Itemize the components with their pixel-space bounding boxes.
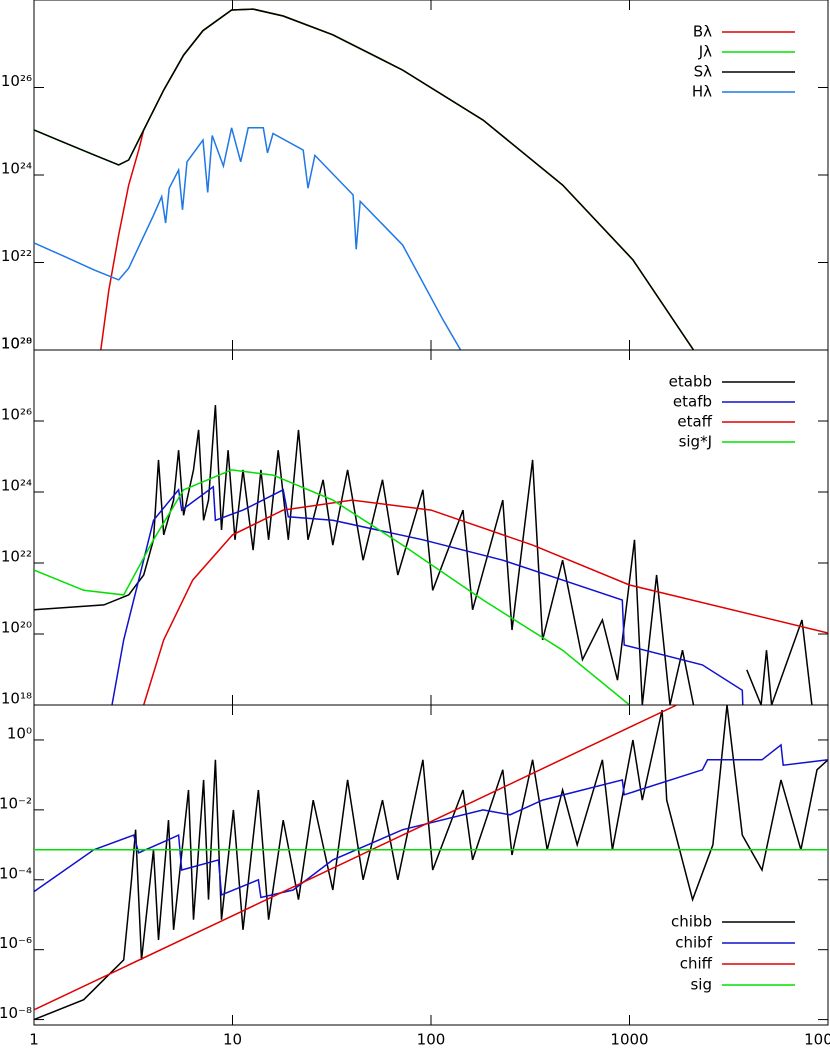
y-tick-label: 10²⁰	[1, 619, 32, 637]
series-line	[34, 8, 695, 350]
series-line	[34, 127, 462, 350]
x-tick-label: 100	[417, 1031, 446, 1049]
y-tick-label: 10⁰	[7, 724, 32, 742]
y-tick-label: 10²⁴	[1, 160, 32, 178]
y-tick-label: 10²⁶	[1, 406, 32, 424]
legend-label: sig*J	[679, 433, 712, 451]
legend-label: chiff	[680, 955, 713, 973]
x-tick-label: 1	[29, 1031, 39, 1049]
series-line	[34, 743, 828, 899]
series-line	[34, 405, 813, 705]
y-tick-label: 10²⁰	[1, 335, 32, 353]
legend-label: Sλ	[694, 63, 713, 81]
series-line	[34, 469, 630, 705]
x-tick-label: 10000	[804, 1031, 830, 1049]
series-line	[34, 705, 678, 1011]
y-tick-label: 10²⁴	[1, 477, 32, 495]
series-line	[142, 499, 828, 705]
legend-label: chibf	[675, 934, 712, 952]
legend-label: etafb	[673, 393, 712, 411]
x-tick-label: 10	[223, 1031, 242, 1049]
y-tick-label: 10⁻⁸	[0, 1004, 32, 1022]
series-line	[34, 705, 828, 1021]
legend-label: Bλ	[693, 23, 712, 41]
y-tick-label: 10⁻⁶	[0, 934, 32, 952]
y-tick-label: 10²²	[1, 548, 32, 566]
y-tick-label: 10²⁶	[1, 72, 32, 90]
legend-label: etaff	[677, 413, 712, 431]
legend-label: sig	[690, 976, 712, 994]
legend-label: etabb	[669, 373, 712, 391]
y-tick-label: 10²⁸	[1, 0, 32, 3]
legend-label: Jλ	[698, 43, 712, 61]
series-line	[111, 485, 744, 705]
legend-label: chibb	[671, 913, 712, 931]
y-tick-label: 10¹⁸	[1, 690, 32, 708]
legend-label: Hλ	[692, 83, 712, 101]
series-line	[34, 8, 695, 350]
y-tick-label: 10²²	[1, 247, 32, 265]
x-tick-label: 1000	[610, 1031, 648, 1049]
y-tick-label: 10⁻²	[0, 794, 32, 812]
series-line	[100, 8, 695, 350]
y-tick-label: 10⁻⁴	[0, 864, 32, 882]
y-tick-label: 10²⁸	[1, 335, 32, 353]
